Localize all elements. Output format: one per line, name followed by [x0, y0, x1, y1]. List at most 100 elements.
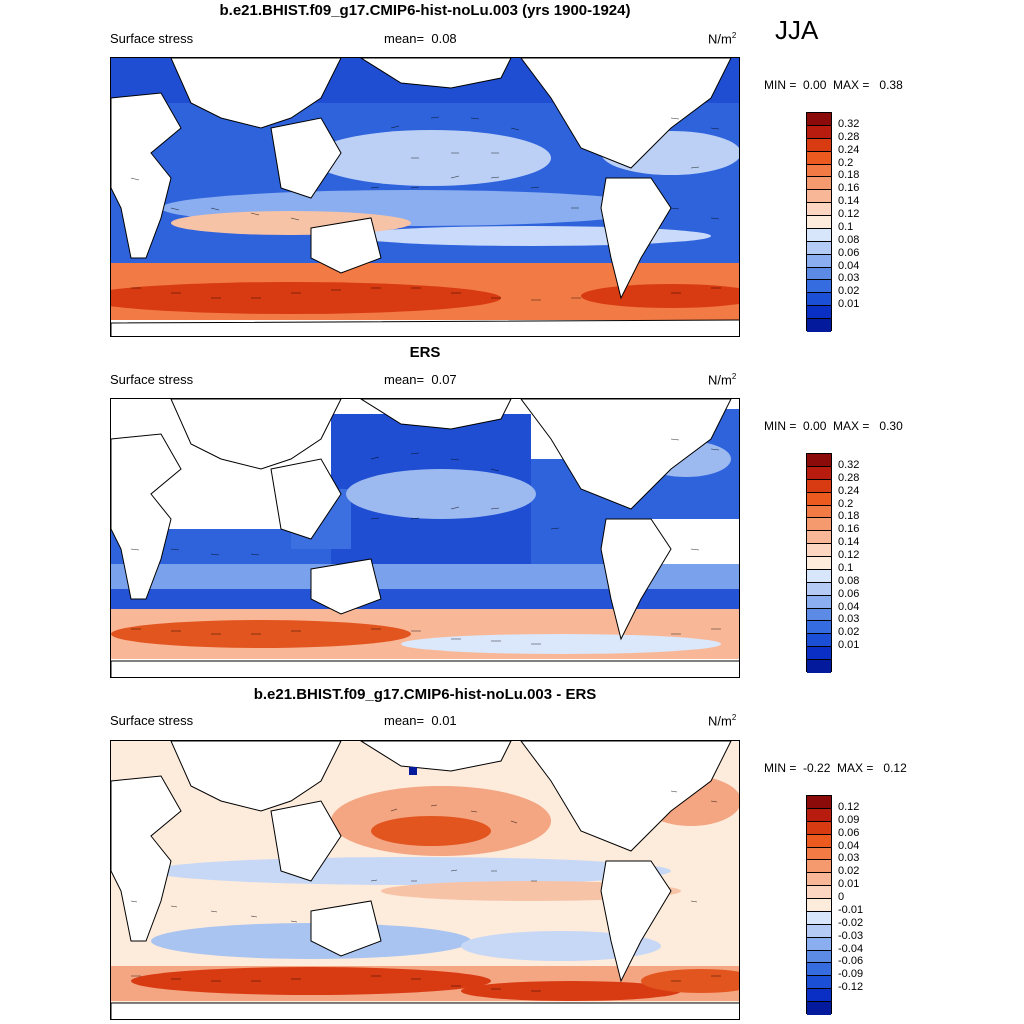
colorbar-swatch [807, 228, 831, 242]
colorbar-tick-label: 0.06 [838, 587, 860, 600]
colorbar-swatch [807, 138, 831, 152]
colorbar-swatch [807, 113, 831, 126]
panel-2-max-value: 0.30 [879, 419, 903, 433]
panel-3-variable: Surface stress [110, 713, 194, 728]
colorbar-swatch [807, 125, 831, 139]
colorbar-tick-label: 0.12 [838, 800, 860, 813]
panel-3-mean: mean= 0.01 [384, 713, 457, 728]
panel-1-min-value: 0.00 [803, 78, 827, 92]
colorbar-swatch [807, 647, 831, 660]
colorbar-swatch [807, 660, 831, 673]
colorbar-tick-label: -0.09 [838, 968, 864, 981]
panel-2-map-svg [111, 399, 739, 677]
colorbar-swatch [807, 557, 831, 570]
panel-3-map-svg [111, 741, 739, 1019]
colorbar-swatch [807, 634, 831, 648]
panel-1-units-base: N/m [708, 31, 732, 47]
panel-3-map [110, 740, 740, 1020]
panel-2-units: N/m2 [708, 372, 736, 387]
colorbar-swatch [807, 621, 831, 635]
season-label: JJA [775, 15, 819, 45]
colorbar-tick-label: 0.16 [838, 523, 860, 536]
colorbar-swatch [807, 306, 831, 319]
panel-1-map-svg [111, 58, 739, 336]
panel-3-minmax: MIN = -0.22 MAX = 0.12 [764, 761, 907, 775]
panel-3-min-value: -0.22 [803, 761, 831, 775]
colorbar-tick-label: 0.12 [838, 208, 860, 221]
panel-2-mean-value: 0.07 [431, 372, 457, 387]
colorbar-swatch [807, 924, 831, 938]
colorbar-swatch [807, 808, 831, 822]
colorbar-swatch [807, 796, 831, 809]
colorbar-tick-label: 0.04 [838, 600, 860, 613]
colorbar-swatch [807, 190, 831, 204]
colorbar-swatch [807, 531, 831, 545]
panel-1-variable: Surface stress [110, 31, 194, 46]
panel-2-units-sup: 2 [731, 372, 737, 381]
colorbar-swatch [807, 582, 831, 596]
colorbar-tick-label: -0.06 [838, 955, 864, 968]
colorbar-swatch [807, 1002, 831, 1015]
colorbar-tick-label: 0.04 [838, 259, 860, 272]
colorbar-swatch [807, 319, 831, 332]
panel-2-variable: Surface stress [110, 372, 194, 387]
colorbar-tick-label: 0.08 [838, 233, 860, 246]
colorbar-tick-label: -0.02 [838, 916, 864, 929]
colorbar-tick-label: 0.2 [838, 497, 854, 510]
colorbar-tick-label: 0.28 [838, 130, 860, 143]
colorbar-swatch [807, 886, 831, 899]
panel-2-min-value: 0.00 [803, 419, 827, 433]
colorbar-tick-label: 0.1 [838, 561, 854, 574]
colorbar-tick-label: 0.01 [838, 298, 860, 311]
colorbar-swatch [807, 479, 831, 493]
colorbar-tick-label: 0.32 [838, 458, 860, 471]
panel-2-minmax: MIN = 0.00 MAX = 0.30 [764, 419, 903, 433]
colorbar-swatch [807, 254, 831, 268]
panel-3-units: N/m2 [708, 713, 736, 728]
panel-1-mean: mean= 0.08 [384, 31, 457, 46]
panel-2-max-label: MAX = [833, 419, 870, 433]
colorbar-swatch [807, 595, 831, 609]
panel-1-max-label: MAX = [833, 78, 870, 92]
colorbar-tick-label: 0.24 [838, 484, 860, 497]
colorbar-swatch [807, 899, 831, 912]
colorbar-tick-label: 0.16 [838, 182, 860, 195]
colorbar-tick-label: 0.14 [838, 536, 860, 549]
colorbar-tick-label: 0.14 [838, 195, 860, 208]
colorbar-swatch [807, 963, 831, 977]
panel-3-units-sup: 2 [731, 713, 737, 722]
panel-2-units-base: N/m [708, 372, 732, 388]
panel-1-mean-label: mean= [384, 31, 425, 46]
colorbar-swatch [807, 454, 831, 467]
colorbar-swatch [807, 151, 831, 165]
colorbar-swatch [807, 280, 831, 294]
panel-2-min-label: MIN = [764, 419, 797, 433]
colorbar-tick-label: 0.32 [838, 117, 860, 130]
colorbar-tick-label: 0.06 [838, 246, 860, 259]
colorbar-tick-label: 0.04 [838, 839, 860, 852]
colorbar-tick-label: 0.18 [838, 510, 860, 523]
colorbar-swatch [807, 241, 831, 255]
panel-2-map [110, 398, 740, 678]
colorbar-swatch [807, 216, 831, 229]
colorbar-tick-label: 0.02 [838, 626, 860, 639]
panel-1-max-value: 0.38 [879, 78, 903, 92]
panel-3-units-base: N/m [708, 713, 732, 729]
colorbar-swatch [807, 267, 831, 281]
colorbar-tick-label: 0.24 [838, 143, 860, 156]
panel-3-mean-label: mean= [384, 713, 425, 728]
colorbar-swatch [807, 608, 831, 622]
colorbar-swatch [807, 466, 831, 480]
colorbar-swatch [807, 821, 831, 835]
colorbar-swatch [807, 937, 831, 951]
colorbar-swatch [807, 860, 831, 874]
colorbar-tick-label: 0.08 [838, 574, 860, 587]
panel-3-mean-value: 0.01 [431, 713, 457, 728]
colorbar-tick-label: 0 [838, 891, 845, 904]
colorbar-swatch [807, 569, 831, 583]
panel-1-title: b.e21.BHIST.f09_g17.CMIP6-hist-noLu.003 … [219, 2, 631, 19]
colorbar-swatch [807, 505, 831, 519]
colorbar-swatch [807, 911, 831, 925]
colorbar-tick-label: 0.1 [838, 220, 854, 233]
panel-2-title: ERS [409, 344, 441, 361]
